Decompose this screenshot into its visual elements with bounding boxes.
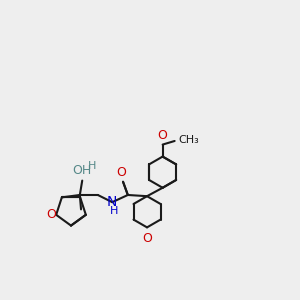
- Text: O: O: [142, 232, 152, 245]
- Text: O: O: [46, 208, 56, 221]
- Text: O: O: [116, 166, 126, 179]
- Text: H: H: [88, 160, 96, 171]
- Text: H: H: [110, 206, 118, 216]
- Text: CH₃: CH₃: [178, 135, 200, 145]
- Text: O: O: [158, 129, 168, 142]
- Text: N: N: [107, 195, 117, 209]
- Text: OH: OH: [73, 164, 92, 177]
